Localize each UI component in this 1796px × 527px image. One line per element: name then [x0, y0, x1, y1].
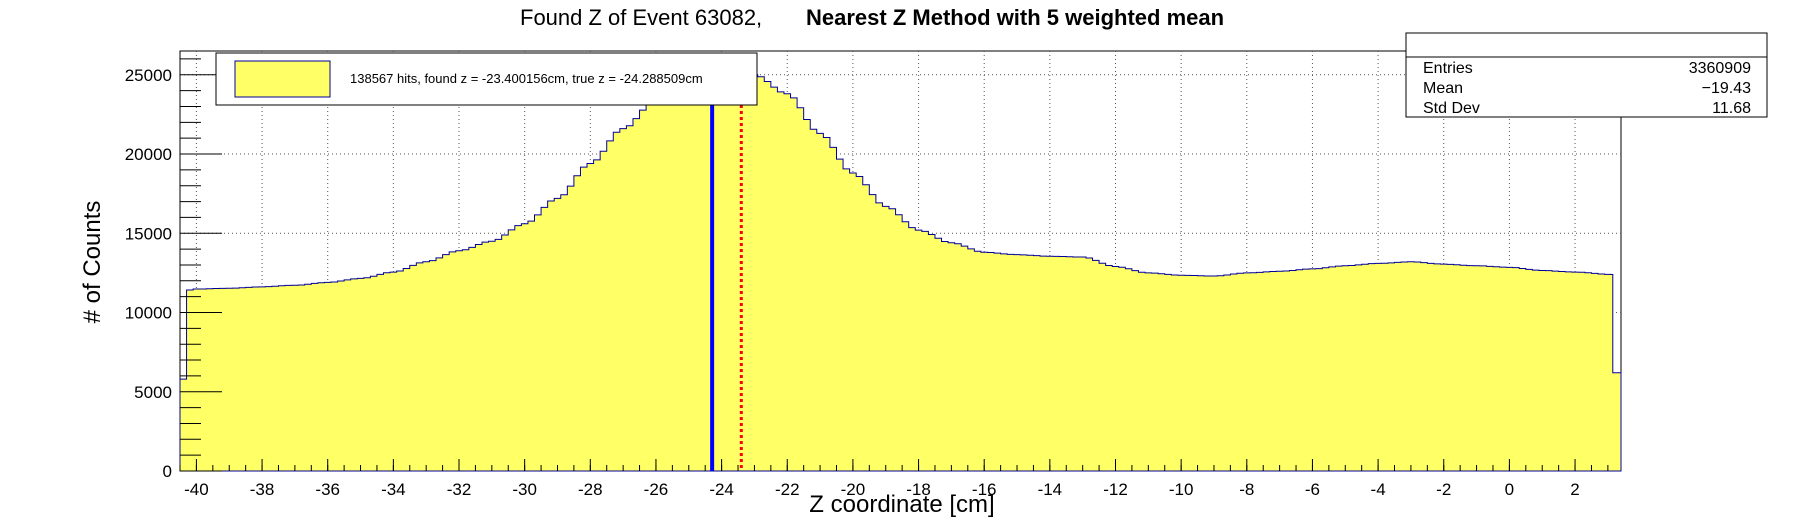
histogram-layer — [179, 69, 1622, 472]
x-tick-label: -2 — [1436, 480, 1451, 499]
y-axis-label: # of Counts — [79, 201, 106, 324]
x-tick-label: -10 — [1169, 480, 1194, 499]
stats-entries-label: Entries — [1423, 60, 1473, 77]
x-tick-label: -22 — [775, 480, 800, 499]
stats-stddev-label: Std Dev — [1423, 100, 1480, 117]
x-tick-label: -8 — [1239, 480, 1254, 499]
x-tick-label: 0 — [1505, 480, 1514, 499]
x-tick-label: -24 — [709, 480, 734, 499]
x-tick-label: -12 — [1103, 480, 1128, 499]
x-tick-label: -6 — [1305, 480, 1320, 499]
x-tick-label: -34 — [381, 480, 406, 499]
reference-lines-layer — [710, 99, 743, 471]
stats-entries-value: 3360909 — [1689, 60, 1751, 77]
chart-title-part-2: Nearest Z Method with 5 weighted mean — [806, 5, 1224, 30]
stats-mean-label: Mean — [1423, 80, 1463, 97]
legend-entry: 138567 hits, found z = -23.400156cm, tru… — [350, 71, 703, 86]
x-tick-label: -16 — [972, 480, 997, 499]
x-tick-label: -20 — [841, 480, 866, 499]
y-tick-label: 25000 — [125, 66, 172, 85]
x-tick-label: -30 — [512, 480, 537, 499]
y-tick-label: 0 — [163, 462, 172, 481]
x-tick-label: -28 — [578, 480, 603, 499]
x-tick-label: -26 — [644, 480, 669, 499]
x-tick-label: -38 — [250, 480, 275, 499]
x-tick-label: -4 — [1371, 480, 1386, 499]
legend-swatch — [234, 60, 331, 98]
x-axis-label: Z coordinate [cm] — [809, 491, 994, 518]
y-tick-label: 10000 — [125, 304, 172, 323]
x-tick-label: 2 — [1570, 480, 1579, 499]
x-tick-label: -14 — [1038, 480, 1063, 499]
axes-layer: -40 -38 -36 -34 -32 -30 -28 -26 -24 -22 -20 -18 -16-… — [125, 58, 1609, 499]
chart-title-part-1: Found Z of Event 63082, — [520, 5, 762, 30]
stats-box: Entries 3360909 Mean −19.43 Std Dev 11.6… — [1405, 32, 1768, 118]
x-tick-label: -36 — [315, 480, 340, 499]
y-tick-label: 20000 — [125, 145, 172, 164]
stats-stddev-value: 11.68 — [1712, 100, 1751, 117]
x-tick-label: -32 — [447, 480, 472, 499]
x-tick-label: -40 — [184, 480, 209, 499]
stats-mean-value: −19.43 — [1702, 80, 1751, 97]
y-tick-label: 15000 — [125, 224, 172, 243]
y-tick-label: 5000 — [134, 383, 172, 402]
histogram-bars — [179, 69, 1622, 472]
x-tick-label: -18 — [906, 480, 931, 499]
legend-box: 138567 hits, found z = -23.400156cm, tru… — [215, 52, 758, 106]
